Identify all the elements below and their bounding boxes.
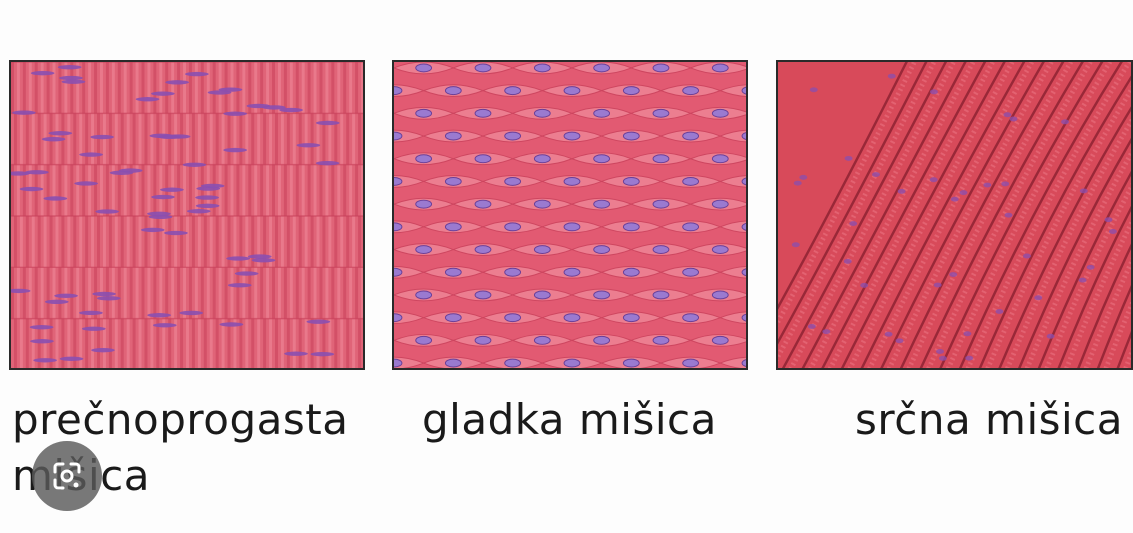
cardiac-muscle-image xyxy=(776,60,1133,370)
skeletal-caption-line-1: prečnoprogasta xyxy=(12,395,349,444)
skeletal-muscle-caption: prečnoprogasta mišica xyxy=(12,392,348,504)
smooth-muscle-illustration xyxy=(394,62,746,368)
skeletal-muscle-image xyxy=(9,60,365,370)
google-lens-icon xyxy=(53,462,81,490)
cardiac-muscle-caption: srčna mišica xyxy=(855,395,1123,444)
smooth-muscle-caption: gladka mišica xyxy=(422,395,717,444)
google-lens-button[interactable] xyxy=(32,441,102,511)
skeletal-muscle-illustration xyxy=(11,62,363,368)
smooth-muscle-image xyxy=(392,60,748,370)
cardiac-muscle-illustration xyxy=(778,62,1131,368)
